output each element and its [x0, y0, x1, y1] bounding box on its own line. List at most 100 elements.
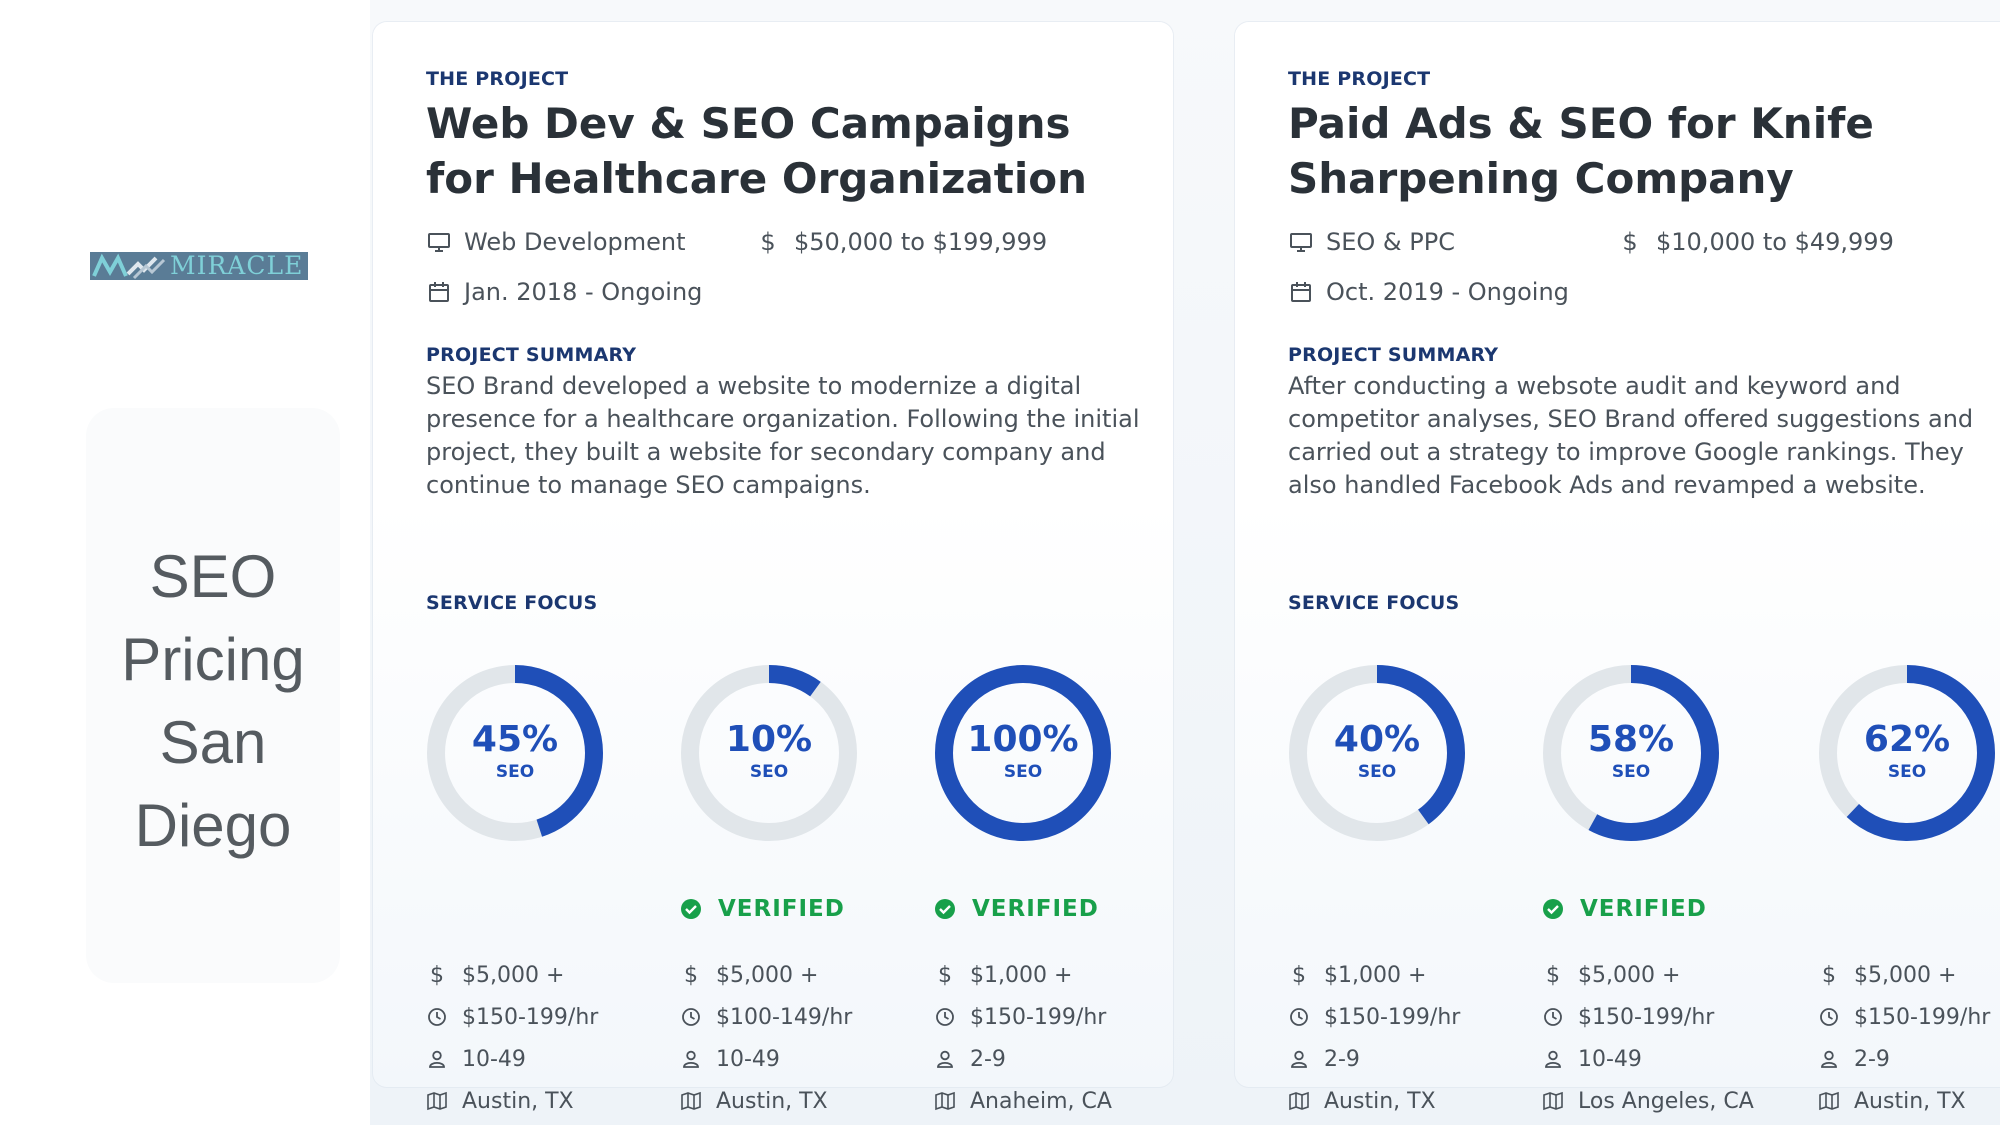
- provider-location: Anaheim, CA: [934, 1080, 1112, 1122]
- provider-location: Austin, TX: [1288, 1080, 1460, 1122]
- clock-icon: [1818, 1006, 1840, 1028]
- gauge-service: SEO: [495, 762, 535, 782]
- provider-stats: $ $5,000 + $100-149/hr 10-49 Austin, TX: [680, 954, 852, 1122]
- gauge-percent: 100%: [967, 719, 1079, 760]
- location-value: Austin, TX: [462, 1088, 574, 1114]
- user-icon: [1542, 1048, 1564, 1070]
- service-focus-gauge: [1289, 665, 1465, 841]
- location-value: Austin, TX: [716, 1088, 828, 1114]
- check-circle-icon: [1543, 899, 1563, 919]
- location-value: Anaheim, CA: [970, 1088, 1112, 1114]
- min-project-value: $5,000 +: [462, 962, 565, 988]
- min-project-size: $ $5,000 +: [680, 954, 852, 996]
- project-label: THE PROJECT: [426, 68, 569, 90]
- hourly-rate: $150-199/hr: [426, 996, 598, 1038]
- min-project-value: $1,000 +: [970, 962, 1073, 988]
- employee-count: 2-9: [934, 1038, 1112, 1080]
- min-project-size: $ $5,000 +: [1542, 954, 1754, 996]
- calendar-icon: [1291, 282, 1311, 302]
- project-summary: After conducting a websote audit and key…: [1288, 372, 1974, 499]
- min-project-size: $ $5,000 +: [426, 954, 598, 996]
- map-icon: [680, 1090, 702, 1112]
- gauge-arc: [1289, 665, 1465, 841]
- hourly-rate-value: $150-199/hr: [1578, 1004, 1715, 1030]
- project-label: THE PROJECT: [1288, 68, 1431, 90]
- dollar-icon: $: [760, 228, 776, 256]
- hourly-rate: $100-149/hr: [680, 996, 852, 1038]
- min-project-size: $ $1,000 +: [934, 954, 1112, 996]
- map-icon: [1288, 1090, 1310, 1112]
- verified-badge: VERIFIED: [934, 896, 1099, 922]
- verified-label: VERIFIED: [972, 896, 1099, 922]
- verified-label: VERIFIED: [1580, 896, 1707, 922]
- provider-stats: $ $1,000 + $150-199/hr 2-9 Anaheim, CA: [934, 954, 1112, 1122]
- employee-count-value: 2-9: [1324, 1046, 1360, 1072]
- min-project-value: $5,000 +: [716, 962, 819, 988]
- project-service: Web Development: [426, 228, 756, 256]
- employee-count-value: 2-9: [970, 1046, 1006, 1072]
- employee-count-value: 10-49: [462, 1046, 526, 1072]
- side-title-line: SEO: [149, 543, 277, 610]
- min-project-value: $5,000 +: [1854, 962, 1957, 988]
- project-budget-label: $10,000 to $49,999: [1656, 228, 1894, 256]
- logo-text: MIRACLE: [170, 252, 304, 280]
- gauge-service: SEO: [1887, 762, 1927, 782]
- project-card: THE PROJECT Paid Ads & SEO for Knife Sha…: [1235, 22, 2000, 1114]
- employee-count: 10-49: [680, 1038, 852, 1080]
- location-value: Austin, TX: [1854, 1088, 1966, 1114]
- project-budget: $ $10,000 to $49,999: [1618, 228, 1894, 256]
- hourly-rate: $150-199/hr: [1818, 996, 1990, 1038]
- employee-count-value: 10-49: [1578, 1046, 1642, 1072]
- dollar-icon: $: [1822, 962, 1836, 988]
- hourly-rate: $150-199/hr: [1542, 996, 1754, 1038]
- gauge-arc: [1543, 665, 1719, 841]
- gauge-percent: 58%: [1587, 719, 1675, 760]
- gauge-arc: [935, 665, 1111, 841]
- provider-list: 40% SEO $ $1,000 + $150-199/hr: [1288, 664, 2000, 1114]
- project-dates-row: Oct. 2019 - Ongoing: [1288, 274, 2000, 310]
- map-icon: [1818, 1090, 1840, 1112]
- employee-count: 10-49: [426, 1038, 598, 1080]
- dollar-icon: $: [1292, 962, 1306, 988]
- user-icon: [1818, 1048, 1840, 1070]
- dollar-icon: $: [430, 962, 444, 988]
- employee-count-value: 2-9: [1854, 1046, 1890, 1072]
- project-meta-row: Web Development $ $50,000 to $199,999: [426, 224, 1173, 260]
- gauge-arc: [1819, 665, 1995, 841]
- brand-logo[interactable]: MIRACLE: [90, 252, 308, 280]
- gauge-percent: 45%: [471, 719, 559, 760]
- clock-icon: [680, 1006, 702, 1028]
- project-dates-label: Oct. 2019 - Ongoing: [1326, 278, 1569, 306]
- service-focus-gauge: [1543, 665, 1719, 841]
- hourly-rate-value: $100-149/hr: [716, 1004, 853, 1030]
- hourly-rate-value: $150-199/hr: [1854, 1004, 1991, 1030]
- location-value: Austin, TX: [1324, 1088, 1436, 1114]
- map-icon: [426, 1090, 448, 1112]
- min-project-value: $1,000 +: [1324, 962, 1427, 988]
- service-focus-gauge: [935, 665, 1111, 841]
- side-title-line: Pricing: [121, 626, 305, 693]
- project-dates-label: Jan. 2018 - Ongoing: [464, 278, 703, 306]
- gauge-percent: 40%: [1333, 719, 1421, 760]
- employee-count: 2-9: [1288, 1038, 1460, 1080]
- service-focus-gauge: [427, 665, 603, 841]
- hourly-rate-value: $150-199/hr: [462, 1004, 599, 1030]
- hourly-rate-value: $150-199/hr: [970, 1004, 1107, 1030]
- side-title-card: [86, 408, 340, 983]
- calendar-icon: [429, 282, 449, 302]
- project-title[interactable]: Paid Ads & SEO for Knife Sharpening Comp…: [1288, 99, 1874, 203]
- provider-list: 45% SEO $ $5,000 + $150-199/hr: [426, 664, 1206, 1114]
- service-focus-gauge: [1819, 665, 1995, 841]
- user-icon: [1288, 1048, 1310, 1070]
- provider-stats: $ $5,000 + $150-199/hr 2-9 Austin, TX: [1818, 954, 1990, 1122]
- project-budget: $ $50,000 to $199,999: [756, 228, 1047, 256]
- project-card-content: THE PROJECT Paid Ads & SEO for Knife Sha…: [1288, 68, 2000, 1114]
- gauge-service: SEO: [1611, 762, 1651, 782]
- user-icon: [426, 1048, 448, 1070]
- min-project-size: $ $1,000 +: [1288, 954, 1460, 996]
- project-title[interactable]: Web Dev & SEO Campaigns for Healthcare O…: [426, 99, 1088, 203]
- clock-icon: [1288, 1006, 1310, 1028]
- project-meta-row: SEO & PPC $ $10,000 to $49,999: [1288, 224, 2000, 260]
- dollar-icon: $: [1622, 228, 1638, 256]
- side-title-line: San: [159, 709, 267, 776]
